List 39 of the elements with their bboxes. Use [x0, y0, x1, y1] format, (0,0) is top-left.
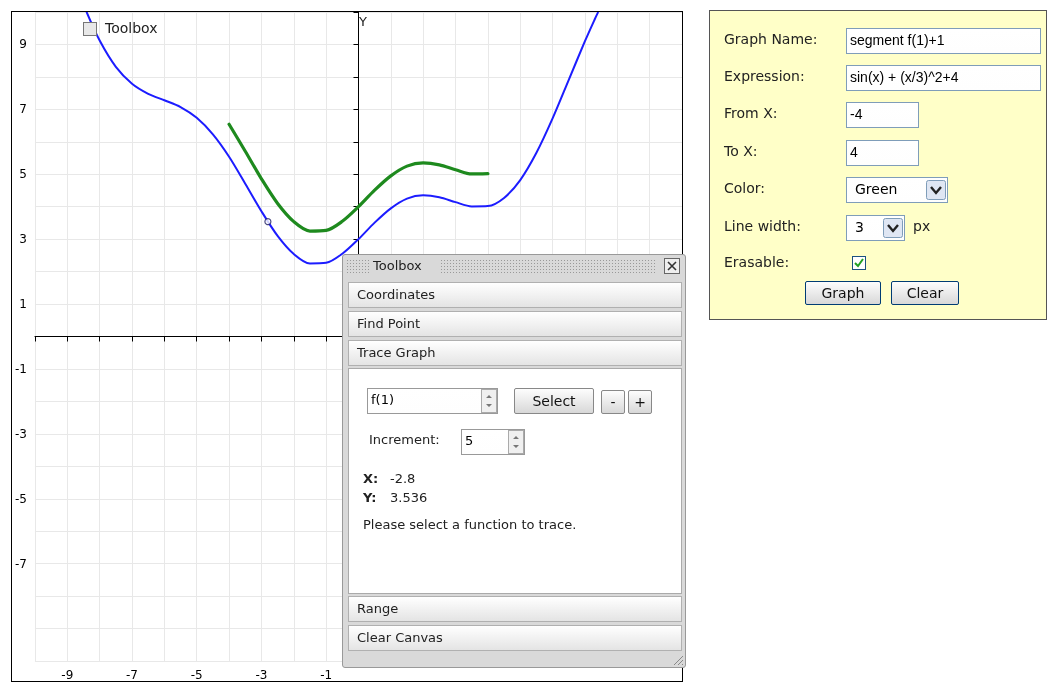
annotation: Y: — [363, 490, 377, 505]
y-tick-label: 9 — [19, 37, 27, 52]
annotation: X: — [363, 471, 379, 486]
y-tick-label: 7 — [19, 102, 27, 117]
y-tick-label: 5 — [19, 167, 27, 182]
input-field: sin(x) + (x/3)^2+4 — [846, 65, 1041, 91]
y-tick-label: -5 — [15, 491, 27, 506]
button: Select — [514, 388, 594, 414]
x-tick-label: -5 — [190, 668, 203, 682]
annotation: Please select a function to trace. — [363, 517, 577, 532]
button: Graph — [805, 281, 881, 305]
y-tick-label: 1 — [19, 297, 27, 312]
form-panel: Graph Name: segment f(1)+1 Expression: sin(x) + (x/3)^2+4 From X: -4 To X: 4 Color: Green Line width: 3 px Erasable: Graph Clear — [709, 10, 1047, 320]
x-tick-label: -3 — [255, 668, 268, 682]
section-header: Clear Canvas — [348, 625, 682, 651]
section-header: Coordinates — [348, 282, 682, 308]
line-series — [227, 122, 490, 233]
input-field: 4 — [846, 140, 919, 166]
annotation: Toolbox — [373, 258, 422, 273]
x-tick-label: -7 — [126, 668, 138, 682]
annotation: -2.8 — [390, 471, 416, 486]
y-axis-title: Y — [359, 14, 367, 29]
x-tick-label: -9 — [61, 668, 74, 682]
section-header: Trace Graph — [348, 340, 682, 366]
input-field: -4 — [846, 102, 919, 128]
input-field: segment f(1)+1 — [846, 28, 1041, 54]
button: Clear — [891, 281, 959, 305]
button: + — [628, 390, 652, 414]
y-tick-label: -1 — [15, 361, 27, 376]
annotation: Increment: — [369, 432, 440, 447]
y-tick-label: 3 — [19, 232, 27, 247]
button: - — [601, 390, 625, 414]
annotation: 3.536 — [390, 490, 428, 505]
y-tick-label: -3 — [15, 426, 27, 441]
section-header: Find Point — [348, 311, 682, 337]
y-tick-label: -7 — [15, 556, 27, 571]
x-tick-label: -1 — [320, 668, 333, 682]
annotation: Toolbox — [105, 20, 158, 36]
section-header: Range — [348, 596, 682, 622]
